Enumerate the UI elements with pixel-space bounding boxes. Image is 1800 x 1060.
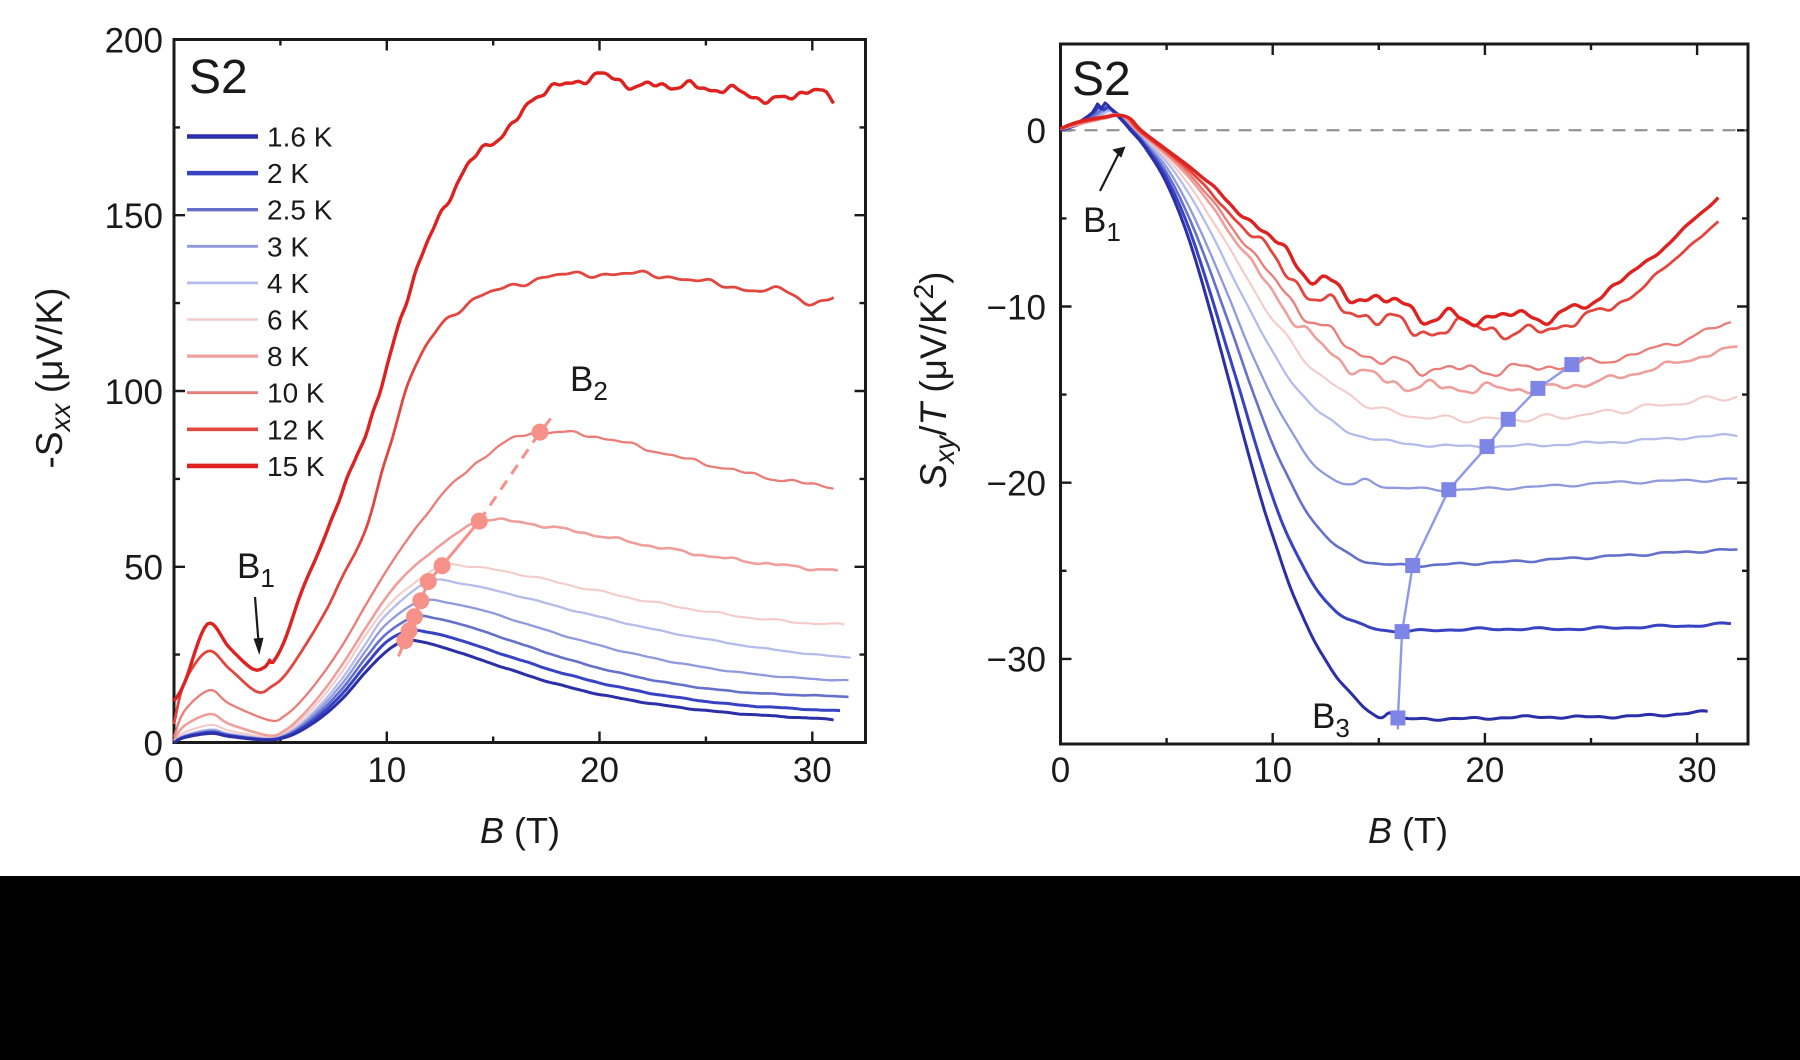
svg-text:−30: −30 — [987, 641, 1046, 680]
svg-text:200: 200 — [105, 21, 163, 60]
svg-text:10 K: 10 K — [267, 378, 325, 409]
svg-text:0: 0 — [1027, 112, 1046, 151]
svg-text:10: 10 — [1253, 751, 1292, 790]
svg-text:10: 10 — [367, 751, 406, 790]
svg-text:20: 20 — [1465, 751, 1504, 790]
svg-text:−10: −10 — [987, 288, 1046, 327]
svg-text:S2: S2 — [1072, 53, 1131, 106]
svg-text:2 K: 2 K — [267, 158, 309, 189]
svg-text:−20: −20 — [987, 465, 1046, 504]
svg-text:2.5 K: 2.5 K — [267, 195, 333, 226]
svg-text:-Sxx (μV/K): -Sxx (μV/K) — [29, 288, 76, 469]
svg-text:30: 30 — [1678, 751, 1717, 790]
svg-text:6 K: 6 K — [267, 305, 309, 336]
svg-text:12 K: 12 K — [267, 414, 325, 445]
svg-text:0: 0 — [144, 724, 163, 763]
svg-text:3 K: 3 K — [267, 231, 309, 262]
svg-text:B (T): B (T) — [480, 810, 560, 851]
svg-text:100: 100 — [105, 373, 163, 412]
svg-text:20: 20 — [580, 751, 619, 790]
svg-text:0: 0 — [1051, 751, 1070, 790]
svg-text:Sxy/T (μV/K2): Sxy/T (μV/K2) — [908, 271, 960, 488]
svg-text:50: 50 — [124, 549, 163, 588]
svg-text:0: 0 — [164, 751, 183, 790]
svg-text:1.6 K: 1.6 K — [267, 122, 333, 153]
svg-text:15 K: 15 K — [267, 451, 325, 482]
svg-text:B (T): B (T) — [1368, 810, 1448, 851]
svg-text:4 K: 4 K — [267, 268, 309, 299]
svg-text:8 K: 8 K — [267, 341, 309, 372]
svg-text:150: 150 — [105, 197, 163, 236]
svg-text:30: 30 — [793, 751, 832, 790]
svg-text:S2: S2 — [189, 51, 248, 104]
